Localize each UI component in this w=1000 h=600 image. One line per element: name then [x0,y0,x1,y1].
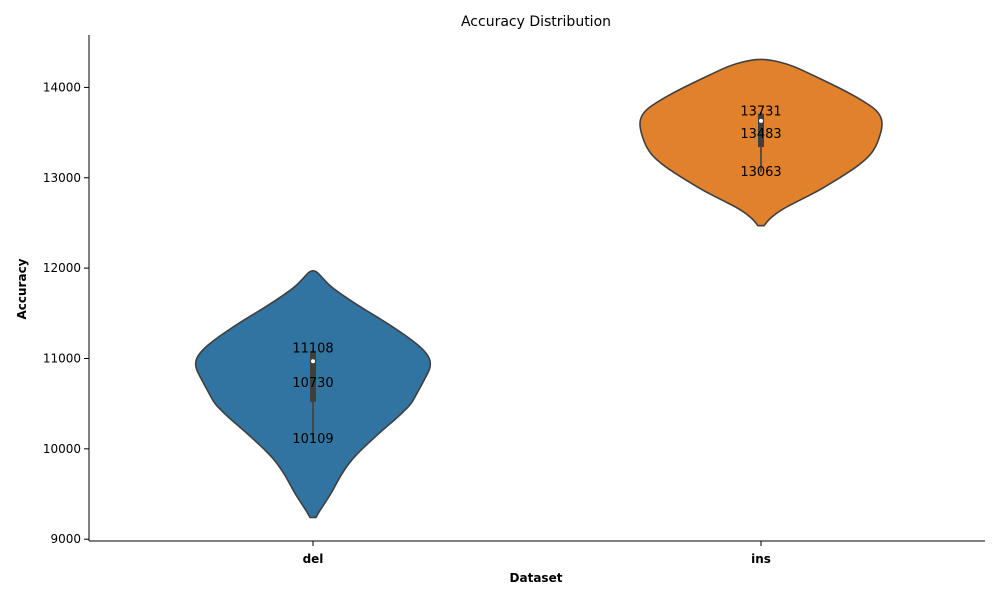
y-tick-label-9000: 9000 [50,532,81,546]
x-tick-label-del: del [303,552,324,566]
y-tick-label-11000: 11000 [43,351,81,365]
x-axis-title: Dataset [510,571,563,585]
y-axis: 9000 10000 11000 12000 13000 14000 [43,35,90,546]
y-tick-label-14000: 14000 [43,80,81,94]
annotation-ins-0: 13731 [740,105,781,120]
y-axis-title: Accuracy [15,258,29,319]
y-tick-label-10000: 10000 [43,442,81,456]
annotation-ins-2: 13063 [740,165,781,180]
y-tick-label-12000: 12000 [43,261,81,275]
iqr-box-ins [758,113,764,148]
median-dot-del [311,359,315,364]
plot-area: 11108 10730 10109 13731 13483 13063 [194,58,883,519]
x-tick-label-ins: ins [751,552,771,566]
iqr-box-del [310,351,316,402]
x-axis: del ins [89,540,985,566]
y-tick-label-13000: 13000 [43,171,81,185]
annotation-del-2: 10109 [292,432,333,447]
annotation-del-0: 11108 [292,342,333,357]
annotation-ins-1: 13483 [740,127,781,142]
median-dot-ins [759,118,763,123]
chart-title: Accuracy Distribution [461,14,611,30]
annotation-del-1: 10730 [292,376,333,391]
